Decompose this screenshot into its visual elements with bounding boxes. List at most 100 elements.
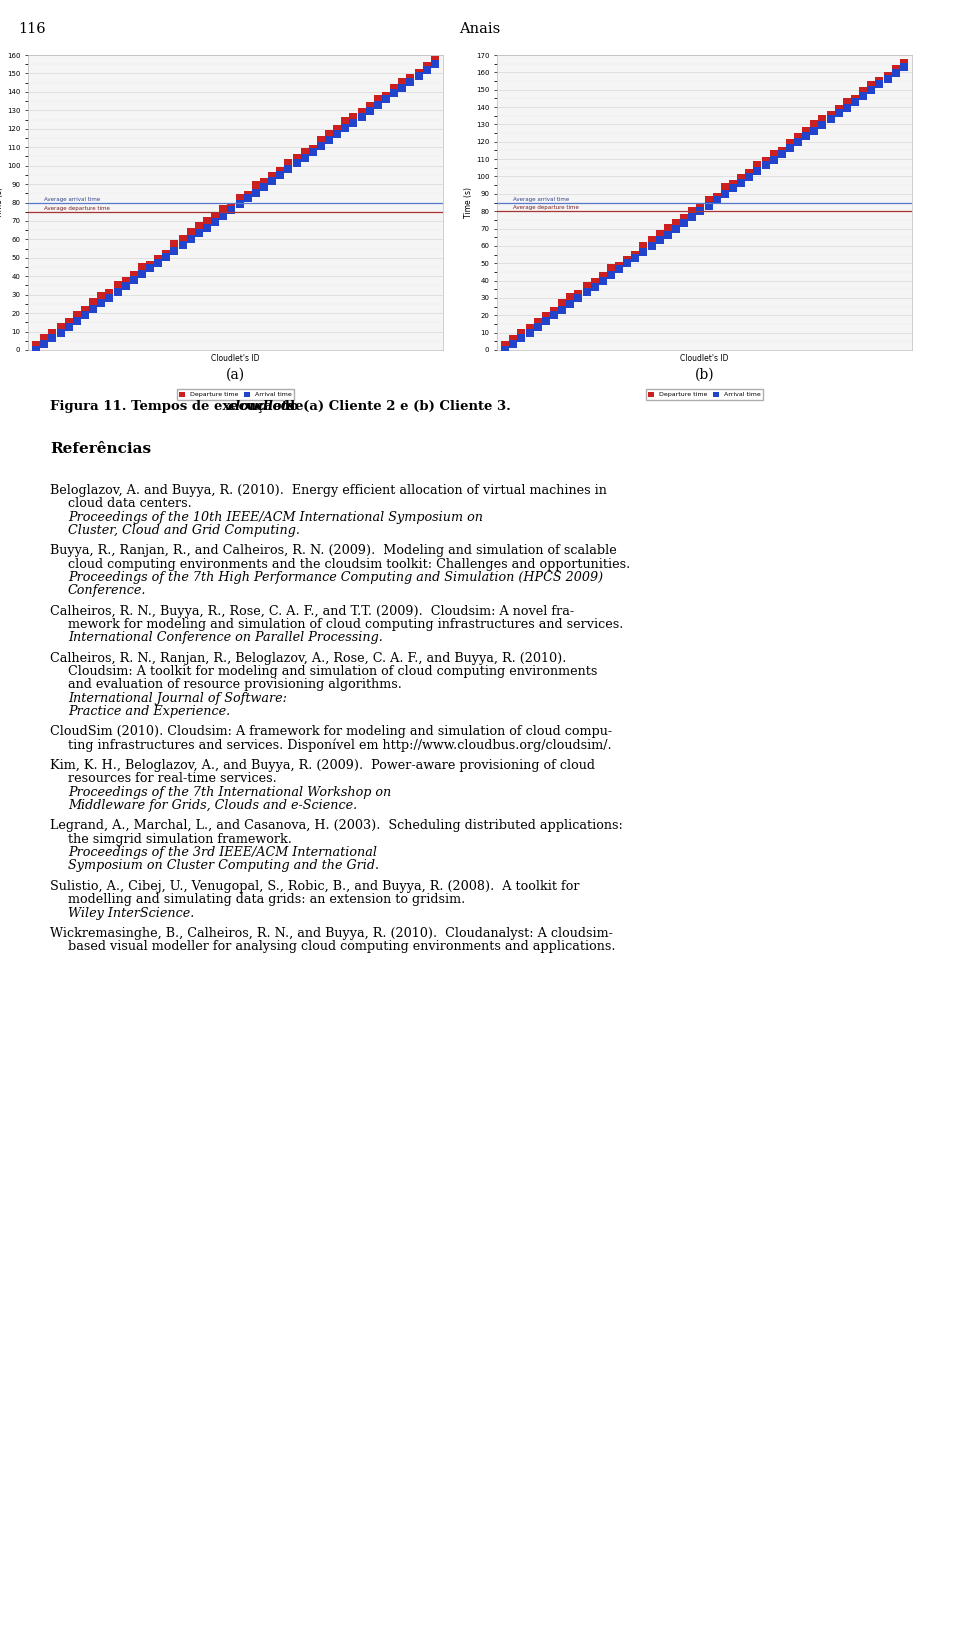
Text: Cloudsim: A toolkit for modeling and simulation of cloud computing environments: Cloudsim: A toolkit for modeling and sim… — [68, 665, 597, 678]
Point — [897, 54, 912, 80]
Point — [85, 296, 101, 322]
Point — [142, 255, 157, 281]
Point — [733, 166, 749, 192]
Point — [207, 208, 223, 234]
Point — [102, 280, 117, 306]
Text: Average arrival time: Average arrival time — [514, 197, 569, 202]
Point — [78, 302, 93, 328]
Point — [766, 141, 781, 167]
Point — [305, 136, 321, 162]
Y-axis label: Time (s): Time (s) — [464, 187, 473, 218]
Point — [555, 297, 570, 323]
Point — [848, 89, 863, 115]
Point — [668, 210, 684, 236]
Point — [53, 314, 68, 340]
Point — [224, 193, 239, 219]
Point — [362, 98, 377, 124]
Point — [346, 109, 361, 135]
Point — [750, 153, 765, 179]
Point — [354, 99, 370, 125]
Text: the simgrid simulation framework.: the simgrid simulation framework. — [68, 834, 292, 847]
Point — [183, 226, 199, 252]
Point — [726, 176, 741, 202]
Point — [249, 172, 264, 198]
Point — [815, 112, 830, 138]
Text: mework for modeling and simulation of cloud computing infrastructures and servic: mework for modeling and simulation of cl… — [68, 618, 623, 630]
Point — [61, 309, 77, 335]
Point — [109, 273, 125, 299]
Point — [839, 89, 854, 115]
Text: Symposium on Cluster Computing and the Grid.: Symposium on Cluster Computing and the G… — [68, 860, 379, 873]
Point — [823, 102, 838, 128]
Point — [158, 244, 174, 270]
Point — [717, 174, 732, 200]
Point — [338, 109, 353, 135]
Text: Wiley InterScience.: Wiley InterScience. — [68, 907, 194, 920]
Point — [855, 83, 871, 109]
Point — [888, 55, 903, 81]
Point — [587, 273, 602, 299]
Point — [864, 78, 879, 104]
Point — [362, 93, 377, 119]
Text: Calheiros, R. N., Buyya, R., Rose, C. A. F., and T.T. (2009).  Cloudsim: A novel: Calheiros, R. N., Buyya, R., Rose, C. A.… — [50, 604, 574, 618]
X-axis label: Cloudlet's ID: Cloudlet's ID — [211, 354, 260, 362]
Point — [497, 336, 513, 362]
Point — [289, 151, 304, 177]
Point — [539, 302, 554, 328]
Point — [612, 254, 627, 280]
Point — [264, 162, 279, 188]
Point — [530, 314, 545, 340]
Point — [595, 263, 611, 289]
Point — [93, 283, 108, 309]
Point — [191, 213, 206, 239]
Point — [216, 203, 231, 229]
Point — [815, 106, 830, 132]
Point — [897, 50, 912, 76]
Point — [240, 182, 255, 208]
Point — [371, 93, 386, 119]
Point — [506, 332, 521, 358]
Text: Practice and Experience.: Practice and Experience. — [68, 705, 230, 718]
Point — [570, 284, 586, 310]
Text: (b): (b) — [695, 367, 714, 382]
Point — [677, 205, 692, 231]
Point — [395, 68, 410, 94]
Point — [514, 325, 529, 351]
Text: Proceedings of the 7th High Performance Computing and Simulation (HPCS 2009): Proceedings of the 7th High Performance … — [68, 570, 603, 583]
Point — [628, 245, 643, 271]
Point — [530, 309, 545, 335]
Point — [579, 280, 594, 306]
Text: International Conference on Parallel Processing.: International Conference on Parallel Pro… — [68, 632, 383, 645]
Point — [371, 86, 386, 112]
Point — [864, 72, 879, 98]
Point — [677, 210, 692, 236]
Point — [280, 150, 296, 176]
Point — [118, 273, 133, 299]
Point — [741, 161, 756, 187]
Text: cloud data centers.: cloud data centers. — [68, 497, 192, 510]
Point — [109, 278, 125, 304]
Point — [256, 174, 272, 200]
Point — [660, 221, 676, 247]
Point — [522, 315, 538, 341]
Point — [45, 320, 60, 346]
Point — [85, 289, 101, 315]
Point — [151, 247, 166, 273]
Point — [506, 325, 521, 351]
Point — [403, 68, 419, 94]
Point — [612, 257, 627, 283]
Point — [53, 320, 68, 346]
Text: Cluster, Cloud and Grid Computing.: Cluster, Cloud and Grid Computing. — [68, 523, 300, 536]
Point — [142, 252, 157, 278]
Point — [546, 297, 562, 323]
Text: Conference.: Conference. — [68, 585, 146, 598]
Point — [539, 309, 554, 335]
Point — [69, 302, 84, 328]
Point — [273, 162, 288, 188]
Text: Middleware for Grids, Clouds and e-Science.: Middleware for Grids, Clouds and e-Scien… — [68, 800, 357, 812]
Point — [514, 320, 529, 346]
Text: cloudlets: cloudlets — [228, 400, 296, 413]
Text: based visual modeller for analysing cloud computing environments and application: based visual modeller for analysing clou… — [68, 941, 615, 954]
Point — [313, 127, 328, 153]
Point — [806, 111, 822, 136]
